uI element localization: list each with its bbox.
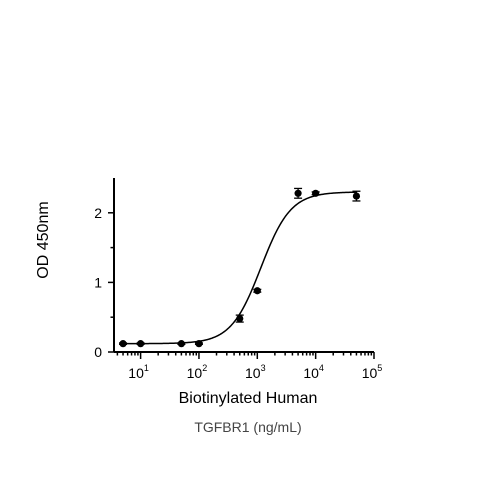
y-axis-label: OD 450nm [35, 201, 52, 278]
x-tick-base: 10 [245, 365, 261, 381]
x-tick-label: 105 [362, 363, 383, 381]
x-tick-exponent: 2 [202, 363, 207, 373]
x-tick-label: 101 [128, 363, 149, 381]
x-tick-label: 104 [303, 363, 324, 381]
x-tick-label: 102 [187, 363, 208, 381]
data-point [177, 340, 185, 348]
data-point [294, 189, 302, 197]
y-tick-label: 2 [94, 205, 102, 221]
data-point [312, 189, 320, 197]
x-axis-label-line2: TGFBR1 (ng/mL) [194, 419, 301, 435]
plot-area [119, 187, 361, 348]
data-point [119, 340, 127, 348]
x-tick-base: 10 [128, 365, 144, 381]
x-tick-base: 10 [303, 365, 319, 381]
x-tick-base: 10 [187, 365, 203, 381]
x-tick-exponent: 5 [377, 363, 382, 373]
data-point [137, 340, 145, 348]
data-point [352, 192, 361, 200]
data-point [195, 340, 203, 348]
data-point [236, 314, 244, 323]
x-tick-base: 10 [362, 365, 378, 381]
data-point [253, 287, 261, 295]
x-tick-label: 103 [245, 363, 266, 381]
y-tick-label: 1 [94, 274, 102, 290]
x-axis-label-line1: Biotinylated Human [179, 390, 318, 407]
x-tick-exponent: 1 [144, 363, 149, 373]
y-tick-label: 0 [94, 344, 102, 360]
x-tick-exponent: 3 [261, 363, 266, 373]
x-tick-exponent: 4 [319, 363, 324, 373]
